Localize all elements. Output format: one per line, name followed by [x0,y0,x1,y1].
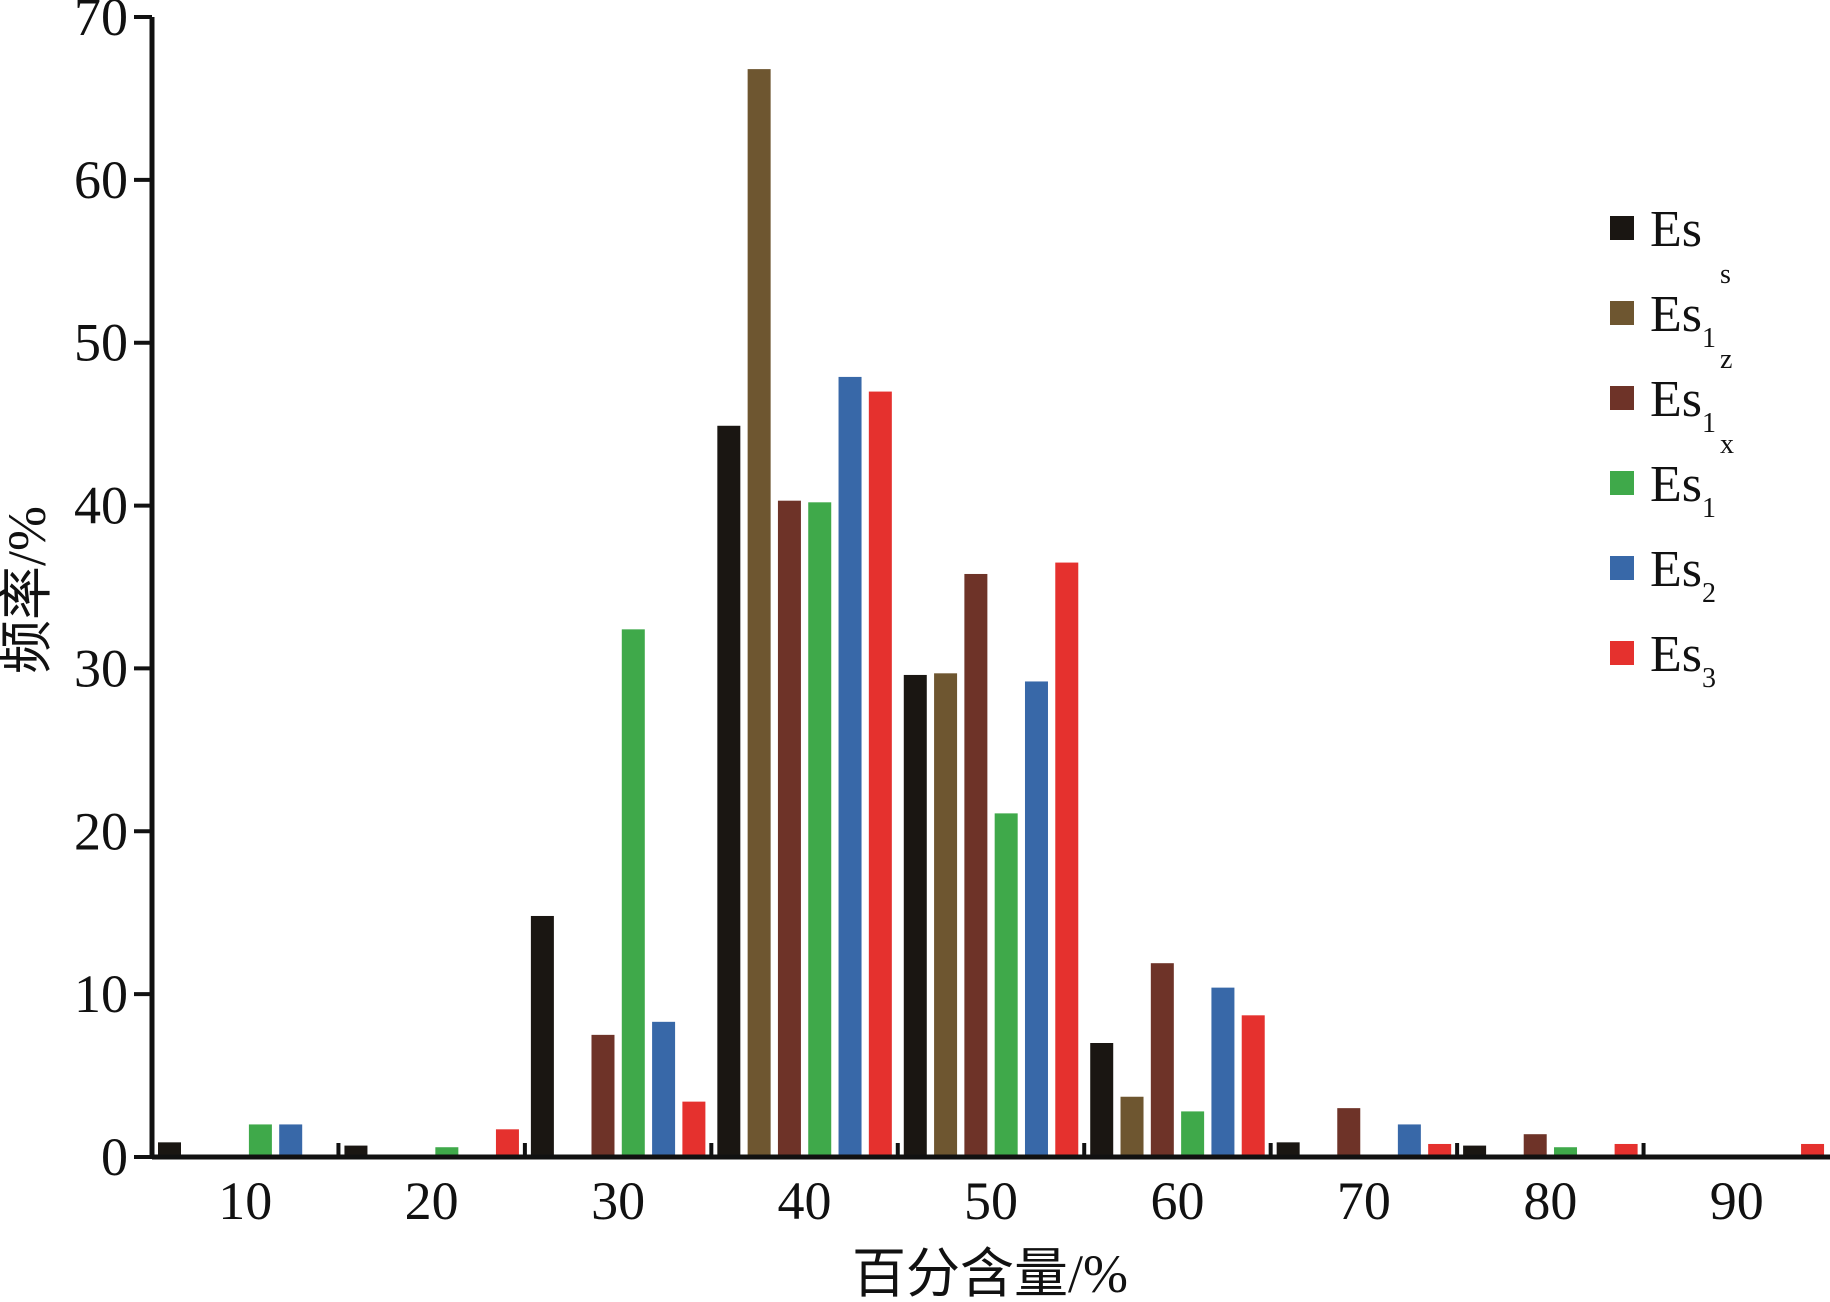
x-tick-label: 20 [405,1171,459,1231]
bar [1614,1143,1638,1157]
bar [1120,1096,1144,1157]
bar [868,391,892,1158]
y-tick-label: 30 [74,638,128,698]
bar [435,1147,459,1157]
bar [1276,1142,1300,1157]
bar [1523,1134,1547,1157]
bar [747,69,771,1158]
bar [1463,1145,1487,1157]
y-tick-label: 60 [74,150,128,210]
x-tick-label: 90 [1710,1171,1764,1231]
x-tick-label: 80 [1523,1171,1577,1231]
legend-superscript: s [1720,259,1731,290]
y-tick-label: 50 [74,313,128,373]
bar [591,1034,615,1157]
bar [1554,1147,1578,1157]
legend-superscript: x [1720,429,1734,460]
bar [530,915,554,1157]
y-tick-label: 20 [74,801,128,861]
bar [682,1101,706,1157]
legend-swatch [1610,386,1634,410]
legend-name: Es [1650,201,1702,258]
bar [964,573,988,1157]
y-tick-label: 70 [74,0,128,47]
legend-label: Es1 x [1650,429,1734,524]
x-tick-label: 30 [591,1171,645,1231]
legend-subscript: 1 [1702,493,1716,524]
legend-swatch [1610,471,1634,495]
bar [158,1142,181,1157]
y-tick-label: 0 [101,1127,128,1187]
bar [1801,1143,1825,1157]
legend-name: Es [1650,456,1702,513]
legend-name: Es [1650,371,1702,428]
bar [903,674,927,1157]
bar [1337,1108,1361,1157]
bar [1055,562,1079,1157]
bar [777,500,801,1158]
x-tick-label: 70 [1337,1171,1391,1231]
bar [1181,1111,1205,1157]
legend-subscript: 1 [1702,323,1716,354]
y-tick-label: 10 [74,964,128,1024]
x-tick-label: 50 [964,1171,1018,1231]
x-tick-label: 10 [218,1171,272,1231]
legend-label: Es [1650,201,1702,258]
x-tick-label: 40 [778,1171,832,1231]
bar [279,1124,303,1157]
legend-superscript: z [1720,344,1732,375]
x-axis-title: 百分含量/% [852,1244,1128,1302]
legend-name: Es [1650,541,1702,598]
legend-label: Es3 [1650,626,1716,694]
legend-swatch [1610,216,1634,240]
bar [1397,1124,1421,1157]
bar [1150,963,1174,1157]
legend-swatch [1610,556,1634,580]
y-tick-label: 40 [74,476,128,536]
bar [717,425,741,1157]
bar [621,629,645,1157]
legend-subscript: 2 [1702,578,1716,609]
legend-name: Es [1650,626,1702,683]
y-axis-title: 频率/% [0,506,57,674]
legend-label: Es2 [1650,541,1716,609]
bar [248,1124,272,1157]
legend-subscript: 1 [1702,408,1716,439]
bar [934,673,958,1157]
bar [652,1021,676,1157]
legend-label: Es1 s [1650,259,1731,354]
legend-swatch [1610,641,1634,665]
bar [994,813,1018,1157]
bar [808,502,832,1157]
legend-subscript: 3 [1702,663,1716,694]
bar [344,1145,368,1157]
bar [1024,681,1048,1157]
legend-label: Es1 z [1650,344,1732,439]
bar [1090,1043,1114,1157]
bar [1211,987,1235,1157]
bar [495,1129,519,1157]
x-tick-label: 60 [1150,1171,1204,1231]
bar [838,376,862,1157]
legend-name: Es [1650,286,1702,343]
bar [1428,1143,1452,1157]
bar [1241,1015,1265,1157]
legend-swatch [1610,301,1634,325]
